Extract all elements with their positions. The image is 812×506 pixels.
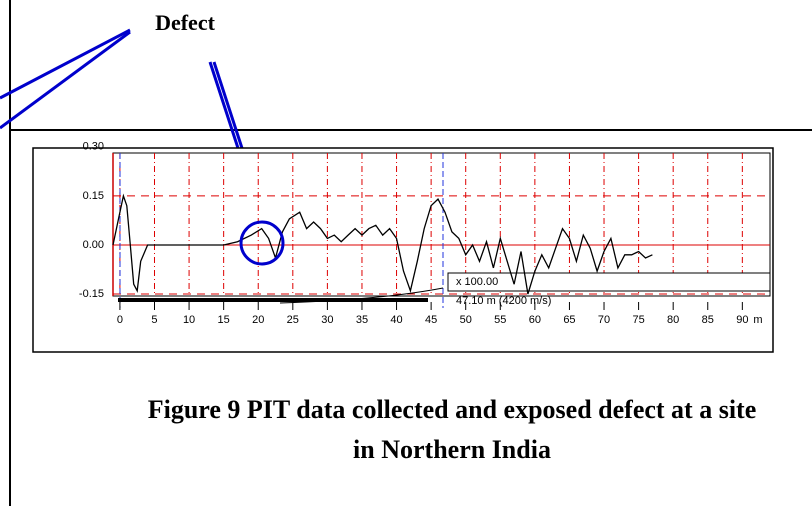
x-tick-label: 55 <box>494 314 506 326</box>
length-bar <box>118 298 428 302</box>
grid <box>113 153 770 296</box>
x-tick-label: 30 <box>321 314 333 326</box>
x-tick-label: 35 <box>356 314 368 326</box>
y-tick-label: 0.15 <box>83 190 104 202</box>
length-label: 47.10 m (4200 m/s) <box>456 295 551 307</box>
x-tick-label: 0 <box>117 314 123 326</box>
x-tick-label: 85 <box>702 314 714 326</box>
velocity-curve <box>279 287 444 304</box>
x-tick-label: 5 <box>151 314 157 326</box>
gain-label: x 100.00 <box>456 276 498 288</box>
x-tick-label: 60 <box>529 314 541 326</box>
x-tick-label: 40 <box>390 314 402 326</box>
gain-box <box>447 272 771 292</box>
y-tick-label: 0.00 <box>83 239 104 251</box>
caption-line: Figure 9 PIT data collected and exposed … <box>148 395 757 424</box>
defect-label: Defect <box>155 10 216 35</box>
signal-line <box>112 193 653 295</box>
y-tick-label: 0.30 <box>83 141 104 153</box>
x-tick-label: 80 <box>667 314 679 326</box>
caption-line: in Northern India <box>353 435 551 464</box>
plot-frame <box>32 147 774 353</box>
x-tick-label: 15 <box>218 314 230 326</box>
x-tick-label: 90 <box>736 314 748 326</box>
x-tick-label: 65 <box>563 314 575 326</box>
y-tick-label: -0.15 <box>79 288 104 300</box>
x-tick-label: 50 <box>460 314 472 326</box>
plot <box>112 193 653 295</box>
x-tick-label: 75 <box>632 314 644 326</box>
x-axis-label: m <box>753 314 762 326</box>
x-tick-label: 20 <box>252 314 264 326</box>
x-tick-label: 70 <box>598 314 610 326</box>
defect-circle <box>239 220 285 266</box>
x-tick-label: 45 <box>425 314 437 326</box>
x-tick-label: 25 <box>287 314 299 326</box>
x-tick-label: 10 <box>183 314 195 326</box>
